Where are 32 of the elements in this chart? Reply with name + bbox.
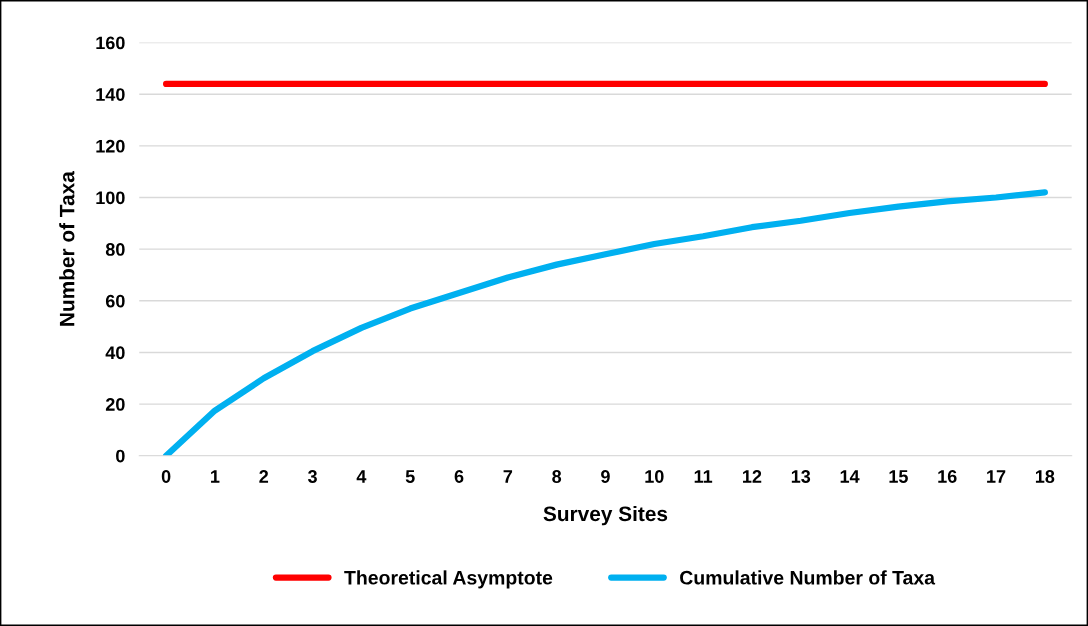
y-tick-label: 160 <box>96 36 125 50</box>
x-tick-label: 14 <box>840 470 860 483</box>
y-tick-label: 140 <box>96 88 125 101</box>
x-tick-label: 16 <box>938 470 957 483</box>
legend-label: Cumulative Number of Taxa <box>680 570 936 585</box>
x-tick-label: 2 <box>259 470 269 483</box>
x-tick-label: 6 <box>454 470 464 483</box>
x-tick-label: 13 <box>791 470 811 483</box>
legend-label: Theoretical Asymptote <box>344 570 553 589</box>
y-tick-label: 60 <box>105 294 125 308</box>
x-tick-label: 10 <box>645 470 664 483</box>
x-tick-label: 11 <box>694 470 713 483</box>
x-tick-label: 4 <box>356 470 367 483</box>
x-tick-label: 18 <box>1035 470 1055 483</box>
x-axis-title: Survey Sites <box>543 505 668 526</box>
y-tick-label: 0 <box>116 449 125 463</box>
x-tick-label: 7 <box>503 470 513 483</box>
x-tick-label: 17 <box>987 470 1006 483</box>
x-tick-label: 5 <box>405 470 415 483</box>
y-axis-title: Number of Taxa <box>59 171 75 326</box>
x-tick-label: 15 <box>889 470 908 483</box>
y-tick-label: 100 <box>96 191 125 205</box>
y-tick-label: 20 <box>105 398 125 411</box>
x-tick-label: 0 <box>161 470 171 483</box>
y-tick-label: 120 <box>96 139 125 153</box>
x-tick-label: 12 <box>743 470 762 483</box>
x-tick-label: 8 <box>552 470 562 483</box>
x-tick-label: 3 <box>307 470 317 483</box>
y-tick-label: 80 <box>105 243 125 256</box>
y-tick-label: 40 <box>105 346 125 360</box>
x-tick-label: 9 <box>601 470 610 483</box>
x-tick-label: 1 <box>211 470 220 483</box>
